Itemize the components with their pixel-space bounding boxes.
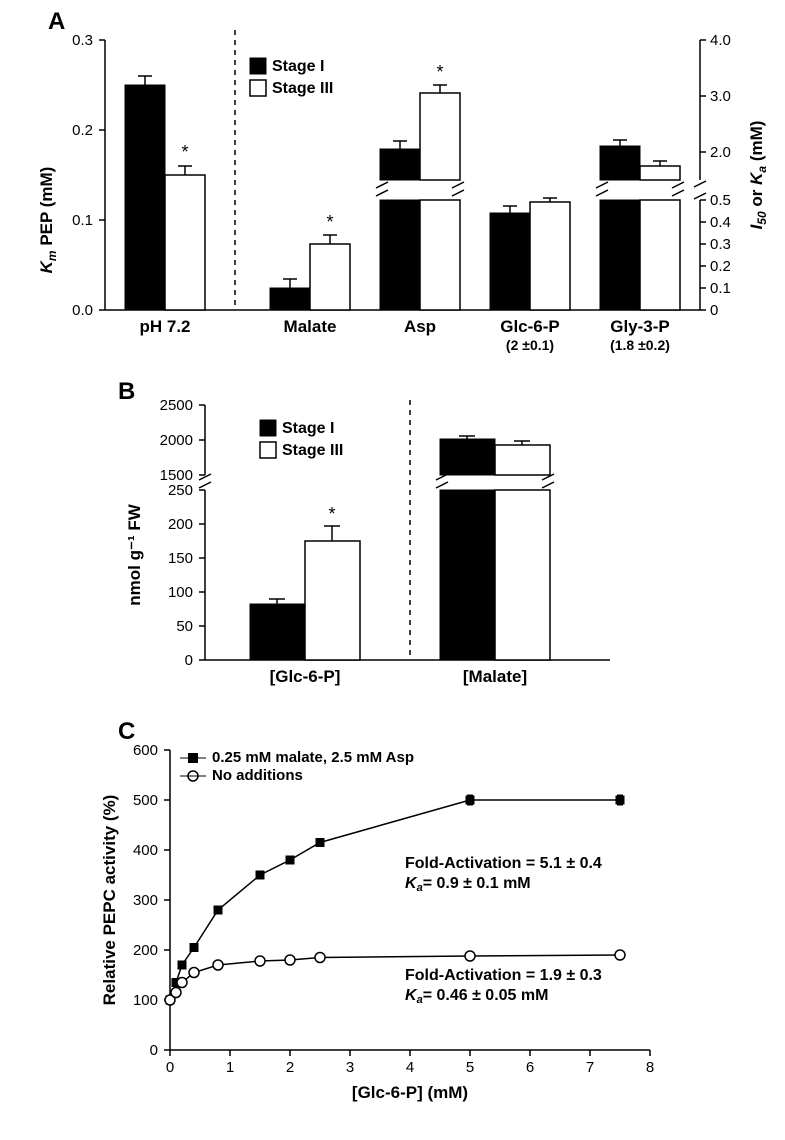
- svg-text:50: 50: [176, 618, 193, 635]
- svg-text:8: 8: [646, 1059, 654, 1076]
- legend-stage3-icon: [250, 80, 266, 96]
- legend-stage1-icon: [250, 58, 266, 74]
- svg-text:(1.8 ±0.2): (1.8 ±0.2): [610, 337, 670, 353]
- svg-text:200: 200: [133, 942, 158, 959]
- svg-text:6: 6: [526, 1059, 534, 1076]
- svg-text:0.1: 0.1: [72, 212, 93, 229]
- svg-text:I50 or Ka (mM): I50 or Ka (mM): [747, 121, 769, 230]
- svg-text:7: 7: [586, 1059, 594, 1076]
- svg-text:2000: 2000: [160, 432, 193, 449]
- svg-text:2.0: 2.0: [710, 144, 731, 161]
- svg-text:(2 ±0.1): (2 ±0.1): [506, 337, 554, 353]
- svg-text:0: 0: [710, 302, 718, 319]
- panel-b: B 0 50 100 150 200 250 1500 2000 2500 nm…: [10, 380, 775, 700]
- panel-c: C 0 100 200 300 400 500 600 0 1 2 3 4: [10, 720, 775, 1110]
- svg-text:0.2: 0.2: [72, 122, 93, 139]
- svg-text:0.25 mM malate, 2.5 mM Asp: 0.25 mM malate, 2.5 mM Asp: [212, 749, 414, 766]
- svg-text:3: 3: [346, 1059, 354, 1076]
- svg-text:0.2: 0.2: [710, 258, 731, 275]
- panel-a-label: A: [48, 8, 65, 36]
- svg-text:Fold-Activation = 1.9 ± 0.3: Fold-Activation = 1.9 ± 0.3: [405, 967, 602, 984]
- svg-text:Stage III: Stage III: [282, 442, 343, 459]
- svg-text:0.3: 0.3: [710, 236, 731, 253]
- svg-text:3.0: 3.0: [710, 88, 731, 105]
- svg-text:2500: 2500: [160, 397, 193, 414]
- svg-text:Glc-6-P: Glc-6-P: [500, 317, 560, 336]
- svg-text:0: 0: [150, 1042, 158, 1059]
- svg-text:4: 4: [406, 1059, 414, 1076]
- panel-b-chart: 0 50 100 150 200 250 1500 2000 2500 nmol…: [10, 380, 775, 700]
- svg-text:4.0: 4.0: [710, 32, 731, 49]
- panel-b-label: B: [118, 378, 135, 406]
- svg-text:250: 250: [168, 482, 193, 499]
- legend-stage3-text: Stage III: [272, 80, 333, 97]
- svg-text:*: *: [326, 212, 333, 232]
- svg-text:1: 1: [226, 1059, 234, 1076]
- svg-text:Relative PEPC activity (%): Relative PEPC activity (%): [100, 795, 119, 1006]
- figure: A 0.0 0.1 0.2 0.3 Km PEP (mM) * pH 7.2: [10, 10, 775, 1110]
- svg-text:500: 500: [133, 792, 158, 809]
- svg-text:0.4: 0.4: [710, 214, 731, 231]
- svg-text:0.5: 0.5: [710, 192, 731, 209]
- svg-text:150: 150: [168, 550, 193, 567]
- svg-text:2: 2: [286, 1059, 294, 1076]
- svg-text:5: 5: [466, 1059, 474, 1076]
- svg-text:Fold-Activation = 5.1 ± 0.4: Fold-Activation = 5.1 ± 0.4: [405, 855, 602, 872]
- xcat-ph72: pH 7.2: [139, 317, 190, 336]
- svg-text:600: 600: [133, 742, 158, 759]
- bar-ph72-stage3: [165, 175, 205, 310]
- svg-text:[Glc-6-P] (mM): [Glc-6-P] (mM): [352, 1083, 468, 1102]
- svg-text:0.3: 0.3: [72, 32, 93, 49]
- legend-stage1-text: Stage I: [272, 58, 324, 75]
- svg-text:Gly-3-P: Gly-3-P: [610, 317, 670, 336]
- svg-text:100: 100: [133, 992, 158, 1009]
- panel-a-chart: 0.0 0.1 0.2 0.3 Km PEP (mM) * pH 7.2 Sta…: [10, 10, 775, 360]
- svg-text:1500: 1500: [160, 467, 193, 484]
- svg-text:*: *: [181, 142, 188, 162]
- panel-a: A 0.0 0.1 0.2 0.3 Km PEP (mM) * pH 7.2: [10, 10, 775, 360]
- svg-text:nmol g⁻¹ FW: nmol g⁻¹ FW: [125, 503, 144, 605]
- svg-text:Ka= 0.46 ± 0.05 mM: Ka= 0.46 ± 0.05 mM: [405, 987, 548, 1006]
- svg-text:0: 0: [185, 652, 193, 669]
- panel-c-label: C: [118, 718, 135, 746]
- svg-text:Asp: Asp: [404, 317, 436, 336]
- svg-text:100: 100: [168, 584, 193, 601]
- svg-text:Malate: Malate: [284, 317, 337, 336]
- svg-text:[Malate]: [Malate]: [463, 667, 527, 686]
- svg-text:*: *: [328, 504, 335, 524]
- svg-text:200: 200: [168, 516, 193, 533]
- svg-text:Stage I: Stage I: [282, 420, 334, 437]
- panel-c-chart: 0 100 200 300 400 500 600 0 1 2 3 4 5 6 …: [10, 720, 775, 1110]
- svg-text:Km PEP (mM): Km PEP (mM): [37, 167, 59, 274]
- bar-ph72-stage1: [125, 85, 165, 310]
- svg-text:0.1: 0.1: [710, 280, 731, 297]
- svg-text:400: 400: [133, 842, 158, 859]
- svg-text:[Glc-6-P]: [Glc-6-P]: [270, 667, 341, 686]
- svg-text:300: 300: [133, 892, 158, 909]
- svg-text:No additions: No additions: [212, 767, 303, 784]
- svg-text:0: 0: [166, 1059, 174, 1076]
- svg-text:*: *: [436, 62, 443, 82]
- svg-text:Ka= 0.9 ± 0.1 mM: Ka= 0.9 ± 0.1 mM: [405, 875, 531, 894]
- svg-text:0.0: 0.0: [72, 302, 93, 319]
